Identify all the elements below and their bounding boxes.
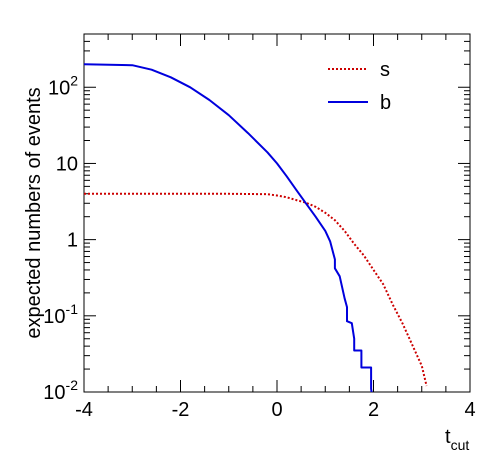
- y-tick-label-exponent: -1: [66, 301, 79, 317]
- x-tick-label: 0: [271, 399, 282, 421]
- series-layer: [83, 63, 428, 393]
- x-tick-label: 2: [368, 399, 379, 421]
- legend-item-b[interactable]: b: [328, 92, 391, 114]
- y-tick-label: 10: [56, 153, 78, 175]
- series-line-b: [83, 63, 373, 393]
- y-axis-label: expected numbers of events: [23, 87, 45, 338]
- x-axis-label: tcut: [445, 426, 469, 453]
- legend-item-s[interactable]: s: [328, 59, 390, 81]
- legend-label-s: s: [380, 59, 390, 81]
- legend-label-b: b: [380, 92, 391, 114]
- y-tick-label: 102: [48, 72, 78, 99]
- y-tick-label-exponent: 2: [70, 72, 78, 88]
- y-tick-label-base: 10: [56, 153, 78, 175]
- axis-ticks: [83, 33, 471, 393]
- x-axis-label-subscript: cut: [451, 437, 470, 453]
- y-tick-label-base: 1: [67, 230, 78, 252]
- series-line-s: [84, 192, 428, 387]
- y-tick-label: 1: [67, 230, 78, 252]
- y-tick-label: 10-2: [43, 377, 78, 404]
- legend[interactable]: sb: [328, 59, 391, 114]
- y-tick-label-exponent: -2: [66, 377, 79, 393]
- y-tick-label-base: 10: [43, 382, 65, 404]
- x-axis-label-main: t: [445, 426, 451, 448]
- x-tick-label: -2: [172, 399, 190, 421]
- plot-frame: [83, 33, 471, 393]
- x-tick-label: -4: [75, 399, 93, 421]
- y-tick-label-base: 10: [48, 77, 70, 99]
- y-tick-label: 10-1: [43, 301, 78, 328]
- x-tick-label: 4: [464, 399, 475, 421]
- y-tick-label-base: 10: [43, 306, 65, 328]
